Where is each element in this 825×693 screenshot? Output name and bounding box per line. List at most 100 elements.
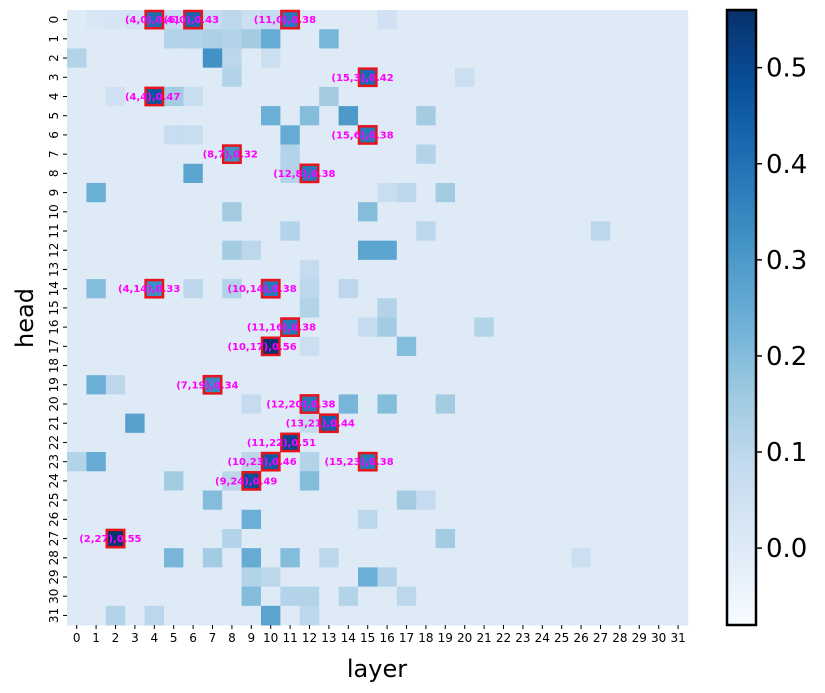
heatmap-cell <box>455 202 475 222</box>
heatmap-cell <box>435 67 456 88</box>
heatmap-cell <box>629 548 650 568</box>
heatmap-cell <box>183 394 204 415</box>
heatmap-cell <box>590 375 611 395</box>
heatmap-cell <box>416 279 436 299</box>
heatmap-cell <box>455 279 475 299</box>
heatmap-cell <box>299 29 320 49</box>
heatmap-cell <box>571 86 592 107</box>
x-tick-label: 3 <box>131 631 139 645</box>
heatmap-cell <box>571 567 592 587</box>
x-tick-label: 29 <box>632 631 647 645</box>
heatmap-cell <box>629 67 650 88</box>
heatmap-cell <box>183 259 204 280</box>
heatmap-cell <box>105 279 126 299</box>
heatmap-cell <box>241 240 262 261</box>
heatmap-cell <box>319 29 339 49</box>
heatmap-cell <box>668 221 689 242</box>
heatmap-cell <box>649 605 669 626</box>
heatmap-cell <box>610 240 630 261</box>
heatmap-cell <box>222 182 242 203</box>
heatmap-cell <box>493 163 514 184</box>
heatmap-cell <box>183 48 204 69</box>
heatmap-cell <box>125 567 145 587</box>
heatmap-cell <box>474 144 495 165</box>
heatmap-cell <box>319 240 339 261</box>
heatmap-cell <box>552 182 572 203</box>
heatmap-cell <box>67 432 87 453</box>
heatmap-cell <box>474 394 495 415</box>
heatmap-cell <box>105 528 126 549</box>
heatmap-cell <box>164 394 184 415</box>
heatmap-cell <box>416 67 436 88</box>
heatmap-cell <box>67 10 87 30</box>
heatmap-cell <box>222 586 242 607</box>
heatmap-cell <box>668 144 689 165</box>
heatmap-cell <box>144 452 165 472</box>
heatmap-cell <box>358 317 378 338</box>
heatmap-cell <box>435 298 456 318</box>
heatmap-cell <box>474 10 495 30</box>
heatmap-cell <box>183 336 204 357</box>
heatmap-cell <box>474 125 495 145</box>
heatmap-cell <box>125 202 145 222</box>
heatmap-cell <box>202 336 223 357</box>
heatmap-cell <box>416 336 436 357</box>
annotation-label: (15,3),0.42 <box>331 73 393 84</box>
heatmap-cell <box>183 567 204 587</box>
heatmap-cell <box>668 317 689 338</box>
x-tick-label: 23 <box>515 631 530 645</box>
heatmap-cell <box>416 106 436 126</box>
x-tick-label: 11 <box>282 631 297 645</box>
heatmap-cell <box>67 490 87 511</box>
heatmap-cell <box>416 355 436 376</box>
heatmap-cell <box>396 221 417 242</box>
heatmap-cell <box>358 509 378 530</box>
y-tick-label: 7 <box>47 150 61 158</box>
heatmap-cell <box>396 317 417 338</box>
heatmap-cell <box>590 48 611 69</box>
heatmap-cell <box>358 202 378 222</box>
heatmap-cell <box>668 182 689 203</box>
heatmap-cell <box>67 125 87 145</box>
heatmap-cell <box>105 605 126 626</box>
highlight-box <box>241 471 262 491</box>
heatmap-cell <box>144 10 165 30</box>
heatmap-cell <box>649 144 669 165</box>
heatmap-cell <box>629 125 650 145</box>
heatmap-cell <box>513 259 533 280</box>
heatmap-cell <box>513 202 533 222</box>
heatmap-cell <box>377 605 398 626</box>
heatmap-cell <box>552 240 572 261</box>
heatmap-cell <box>590 432 611 453</box>
heatmap-cell <box>571 259 592 280</box>
heatmap-cell <box>202 240 223 261</box>
heatmap-cell <box>590 605 611 626</box>
heatmap-cell <box>86 279 107 299</box>
heatmap-cell <box>183 125 204 145</box>
heatmap-cell <box>532 182 553 203</box>
heatmap-cell <box>435 29 456 49</box>
heatmap-cell <box>493 471 514 491</box>
heatmap-cell <box>474 317 495 338</box>
heatmap-cell <box>377 490 398 511</box>
heatmap-cell <box>396 355 417 376</box>
heatmap-cell <box>396 471 417 491</box>
heatmap-cell <box>552 202 572 222</box>
heatmap-cell <box>590 509 611 530</box>
heatmap-cell <box>493 452 514 472</box>
heatmap-cell <box>493 10 514 30</box>
heatmap-cell <box>241 509 262 530</box>
heatmap-cell <box>222 106 242 126</box>
heatmap-cell <box>164 279 184 299</box>
heatmap-cell <box>396 567 417 587</box>
heatmap-cell <box>493 221 514 242</box>
heatmap-cell <box>319 452 339 472</box>
heatmap-cell <box>86 67 107 88</box>
heatmap-cell <box>299 163 320 184</box>
heatmap-cell <box>649 586 669 607</box>
heatmap-cell <box>474 163 495 184</box>
heatmap-cell <box>435 163 456 184</box>
x-tick-label: 17 <box>399 631 414 645</box>
heatmap-cell <box>299 567 320 587</box>
heatmap-cell <box>222 413 242 434</box>
